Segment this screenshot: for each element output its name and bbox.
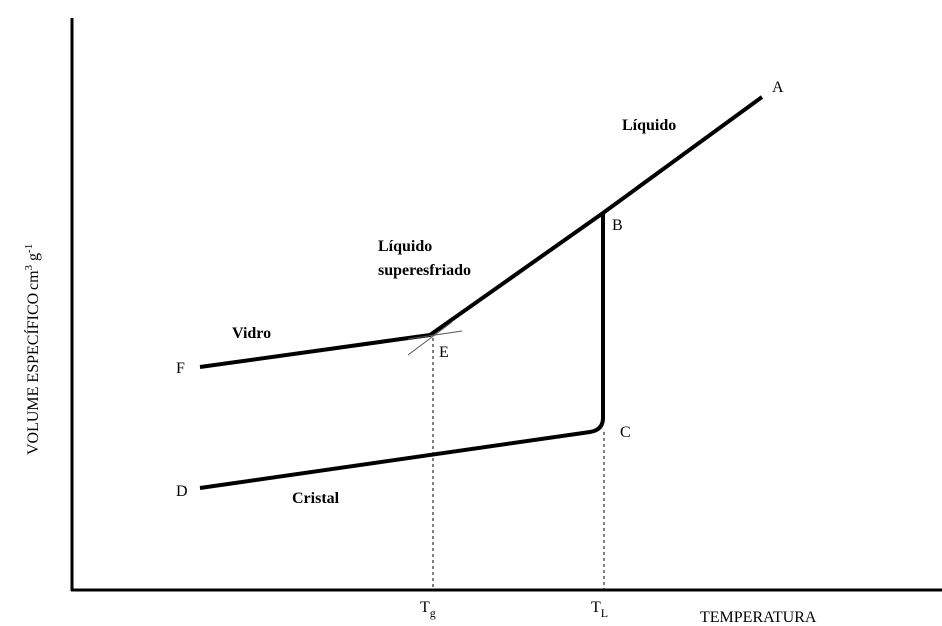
point-label: C <box>620 424 631 441</box>
tg-label: Tg <box>420 599 436 620</box>
tg-sub: g <box>430 606 436 620</box>
region-label: Vidro <box>232 325 271 342</box>
unit-part: cm <box>25 270 42 290</box>
point-label: F <box>176 360 185 377</box>
tg-base: T <box>420 599 430 616</box>
point-label: D <box>176 483 188 500</box>
crystallization-curve <box>199 213 605 490</box>
unit-part: g <box>25 253 42 265</box>
region-label: Líquido <box>622 117 676 134</box>
unit-sup: -1 <box>23 244 35 253</box>
extrapolation-line <box>407 321 453 356</box>
x-axis-label: TEMPERATURA <box>700 609 817 626</box>
tl-base: T <box>591 599 601 616</box>
point-label: B <box>612 217 623 234</box>
region-label: Cristal <box>292 490 340 507</box>
y-axis-title: VOLUME ESPECÍFICO cm3 g-1 <box>23 244 42 455</box>
y-axis-label: VOLUME ESPECÍFICO <box>23 293 42 455</box>
liquid-glass-curve <box>199 95 764 369</box>
tl-sub: L <box>601 606 608 620</box>
unit-sup: 3 <box>23 264 35 270</box>
extrapolation-line <box>407 330 463 340</box>
point-label: E <box>439 344 449 361</box>
point-label: A <box>772 79 784 96</box>
tl-label: TL <box>591 599 608 620</box>
region-label: Líquido <box>378 238 432 255</box>
region-label: superesfriado <box>378 262 471 279</box>
y-axis-unit: cm3 g-1 <box>23 244 42 290</box>
